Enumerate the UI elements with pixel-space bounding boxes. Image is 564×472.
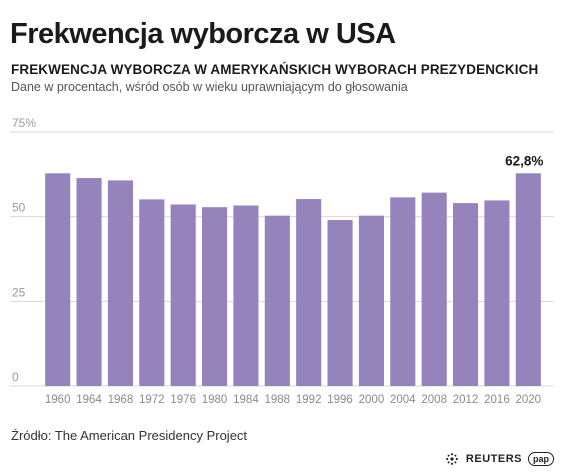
x-tick-label: 1976: [170, 394, 196, 406]
bar-1996: [327, 220, 353, 386]
x-tick-label: 1984: [233, 394, 259, 406]
reuters-logo-text: REUTERS: [465, 453, 522, 465]
x-tick-label: 2016: [484, 394, 510, 406]
bar-2008: [421, 192, 447, 386]
x-tick-label: 2012: [453, 394, 479, 406]
bar-1976: [170, 204, 196, 386]
y-tick-label: 75%: [12, 116, 36, 130]
bar-2000: [358, 215, 384, 386]
bar-1984: [233, 205, 259, 386]
data-label: 62,8%: [505, 153, 543, 168]
x-tick-label: 1968: [108, 394, 134, 406]
x-tick-label: 1992: [296, 394, 322, 406]
y-tick-label: 0: [12, 370, 19, 384]
bar-1980: [202, 207, 228, 386]
bar-chart: 0 25 50 75% 1960 1964 1968 1972 1976 1980 1984 1988…: [10, 116, 554, 406]
bar-2016: [484, 200, 510, 386]
bar-1960: [45, 173, 71, 386]
bar-1988: [264, 215, 290, 386]
page-title: Frekwencja wyborcza w USA: [10, 18, 396, 50]
x-tick-label: 1972: [139, 394, 165, 406]
pap-logo: pap: [527, 452, 554, 466]
bar-1964: [76, 178, 102, 386]
bars: [45, 173, 541, 386]
x-tick-label: 1964: [76, 394, 102, 406]
bar-1972: [139, 199, 165, 386]
x-tick-label: 1980: [202, 394, 228, 406]
logos: REUTERS pap: [444, 451, 554, 467]
y-tick-label: 50: [12, 201, 26, 215]
bar-2020: [515, 173, 541, 386]
x-tick-label: 2008: [421, 394, 447, 406]
x-tick-label: 1996: [327, 394, 353, 406]
chart-description: Dane w procentach, wśród osób w wieku up…: [11, 80, 408, 94]
reuters-logo-icon: [446, 453, 458, 465]
x-tick-label: 2000: [359, 394, 385, 406]
x-tick-label: 2020: [516, 394, 542, 406]
tick-labels: 0 25 50 75% 1960 1964 1968 1972 1976 1980 1984 1988…: [12, 116, 543, 406]
bar-1992: [296, 199, 322, 386]
bar-1968: [107, 180, 133, 386]
chart-subtitle: FREKWENCJA WYBORCZA W AMERYKAŃSKICH WYBO…: [11, 62, 539, 77]
x-tick-label: 2004: [390, 394, 416, 406]
bar-2004: [390, 197, 416, 386]
x-tick-label: 1988: [265, 394, 291, 406]
source-note: Źródło: The American Presidency Project: [11, 428, 248, 443]
x-tick-label: 1960: [45, 394, 71, 406]
y-tick-label: 25: [12, 285, 26, 299]
bar-2012: [453, 203, 479, 386]
